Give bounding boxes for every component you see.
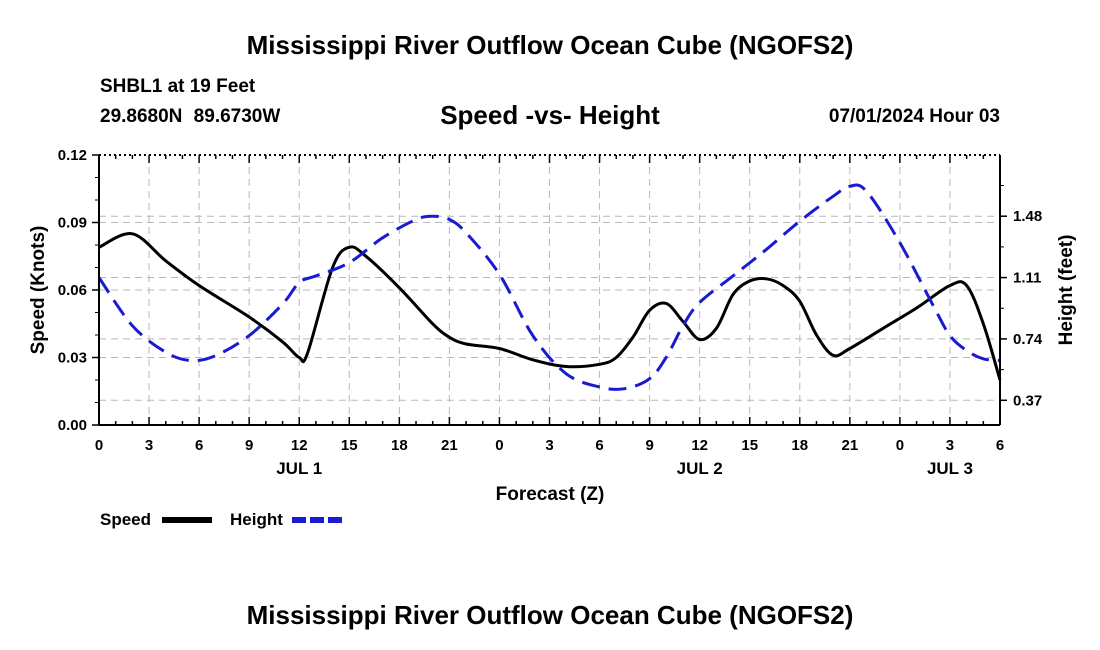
x-tick-label: 12: [291, 437, 308, 454]
x-tick-label: 3: [545, 437, 553, 454]
x-tick-label: 21: [441, 437, 458, 454]
chart-main-title: Mississippi River Outflow Ocean Cube (NG…: [246, 30, 854, 60]
day-label: JUL 3: [927, 459, 973, 478]
y-tick-label: 0.03: [58, 350, 87, 367]
y-axis-title: Speed (Knots): [28, 226, 49, 355]
y-tick-label: 0.09: [58, 215, 87, 232]
y-tick-label: 0.06: [58, 282, 87, 299]
day-label: JUL 1: [276, 459, 322, 478]
x-tick-label: 15: [341, 437, 358, 454]
x-axis-title: Forecast (Z): [496, 484, 605, 505]
x-tick-label: 21: [841, 437, 858, 454]
y2-axis-title: Height (feet): [1056, 235, 1077, 346]
axis-layer: [92, 154, 1007, 426]
y2-tick-label: 1.48: [1013, 208, 1042, 225]
grid-layer: [99, 155, 1000, 425]
y-tick-label: 0.00: [58, 417, 87, 434]
footer-title: Mississippi River Outflow Ocean Cube (NG…: [246, 600, 854, 630]
x-tick-label: 6: [996, 437, 1004, 454]
label-layer: 0 3 6 9 12 15 18 21 0 3 6 9 12 15 18 21 0 3 6 0.00 0.03 0.06 0…: [28, 147, 1077, 505]
chart-subtitle: Speed -vs- Height: [440, 100, 660, 130]
day-label: JUL 2: [677, 459, 723, 478]
x-tick-label: 9: [645, 437, 653, 454]
x-tick-label: 6: [595, 437, 603, 454]
y2-tick-label: 0.74: [1013, 331, 1043, 348]
y2-tick-label: 1.11: [1013, 270, 1041, 287]
series-layer: [97, 183, 1002, 391]
x-tick-label: 18: [791, 437, 808, 454]
legend-label-height: Height: [230, 510, 283, 529]
x-tick-label: 12: [691, 437, 708, 454]
legend: Speed Height: [100, 510, 342, 529]
series-line-speed: [98, 232, 1002, 381]
x-tick-label: 3: [946, 437, 954, 454]
x-tick-label: 0: [495, 437, 503, 454]
x-tick-label: 0: [896, 437, 904, 454]
x-tick-label: 18: [391, 437, 408, 454]
legend-label-speed: Speed: [100, 510, 151, 529]
x-tick-label: 6: [195, 437, 203, 454]
station-label: SHBL1 at 19 Feet: [100, 76, 256, 97]
x-tick-label: 9: [245, 437, 253, 454]
y2-tick-label: 0.37: [1013, 392, 1042, 409]
x-tick-label: 0: [95, 437, 103, 454]
station-coordinates: 29.8680N 89.6730W: [100, 106, 281, 127]
x-tick-label: 15: [741, 437, 758, 454]
series-line-height: [97, 183, 1001, 391]
y-tick-label: 0.12: [58, 147, 87, 164]
x-tick-label: 3: [145, 437, 153, 454]
forecast-datetime: 07/01/2024 Hour 03: [828, 106, 1000, 127]
